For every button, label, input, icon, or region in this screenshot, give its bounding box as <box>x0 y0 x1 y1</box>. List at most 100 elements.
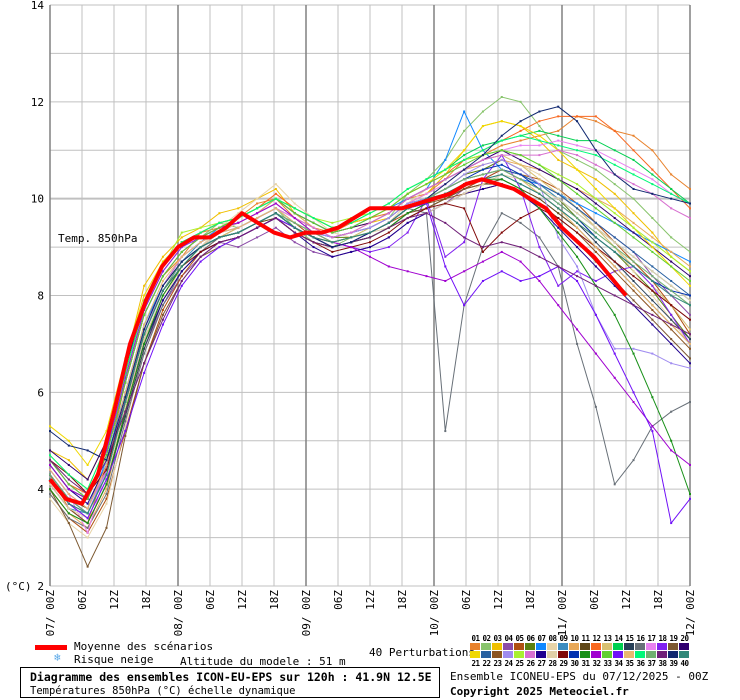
member-point <box>481 250 484 253</box>
member-number: 06 <box>526 634 535 643</box>
member-point <box>538 192 541 195</box>
member-point <box>406 197 409 200</box>
chart-title: Diagramme des ensembles ICON-EU-EPS sur … <box>30 670 432 684</box>
member-point <box>218 246 221 249</box>
member-point <box>519 158 522 161</box>
member-point <box>444 279 447 282</box>
member-point <box>557 197 560 200</box>
member-swatches-top <box>470 643 690 651</box>
member-swatch <box>558 651 568 658</box>
member-point <box>538 255 541 258</box>
member-point <box>557 202 560 205</box>
member-point <box>670 522 673 525</box>
member-point <box>425 187 428 190</box>
member-point <box>406 212 409 215</box>
member-point <box>538 183 541 186</box>
member-point <box>632 284 635 287</box>
member-point <box>557 144 560 147</box>
member-point <box>670 289 673 292</box>
member-point <box>651 236 654 239</box>
member-point <box>594 168 597 171</box>
member-point <box>124 434 127 437</box>
member-number: 21 <box>471 659 480 668</box>
member-point <box>463 129 466 132</box>
member-point <box>594 212 597 215</box>
x-axis: 07/ 00Z 06Z 12Z 18Z 08/ 00Z 06Z 12Z 18Z 09/ 00Z 0… <box>44 590 697 637</box>
member-point <box>425 207 428 210</box>
member-point <box>425 192 428 195</box>
member-point <box>463 207 466 210</box>
member-point <box>425 197 428 200</box>
member-point <box>500 134 503 137</box>
member-point <box>651 323 654 326</box>
member-number: 23 <box>493 659 502 668</box>
member-point <box>670 250 673 253</box>
member-point <box>538 187 541 190</box>
member-point <box>67 444 70 447</box>
member-point <box>256 217 259 220</box>
member-point <box>651 284 654 287</box>
member-point <box>500 250 503 253</box>
ensemble-chart: 2 4 6 8 10 12 14 07/ 00Z 06Z 12Z 18Z 08/ 00Z 06Z 12Z… <box>5 0 697 637</box>
member-swatch <box>668 651 678 658</box>
member-point <box>519 134 522 137</box>
member-point <box>406 231 409 234</box>
member-point <box>463 110 466 113</box>
member-point <box>689 294 691 297</box>
member-point <box>670 342 673 345</box>
member-point <box>67 473 70 476</box>
member-swatch <box>635 651 645 658</box>
member-point <box>594 207 597 210</box>
member-point <box>670 313 673 316</box>
member-point <box>124 376 127 379</box>
member-swatch <box>470 643 480 650</box>
member-point <box>237 221 240 224</box>
member-point <box>670 207 673 210</box>
member-point <box>67 517 70 520</box>
x-tick-label: 06Z <box>332 590 345 610</box>
member-point <box>369 236 371 239</box>
member-point <box>538 279 541 282</box>
member-point <box>576 212 579 215</box>
member-point <box>49 463 51 466</box>
member-point <box>519 260 522 263</box>
member-swatch <box>569 643 579 650</box>
member-number: 31 <box>581 659 590 668</box>
member-point <box>425 202 428 205</box>
member-point <box>557 129 560 132</box>
member-point <box>651 396 654 399</box>
member-point <box>293 231 296 234</box>
member-point <box>481 168 484 171</box>
member-point <box>651 246 654 249</box>
member-point <box>632 231 635 234</box>
member-point <box>670 294 673 297</box>
member-point <box>143 342 146 345</box>
member-point <box>49 493 51 496</box>
member-point <box>689 313 691 316</box>
member-point <box>689 260 691 263</box>
member-point <box>557 236 560 239</box>
member-swatch <box>635 643 645 650</box>
member-point <box>105 526 108 529</box>
member-point <box>406 217 409 220</box>
mean-legend-label: Moyenne des scénarios <box>74 640 214 653</box>
member-point <box>161 304 164 307</box>
member-point <box>86 565 89 568</box>
member-point <box>613 270 616 273</box>
member-point <box>256 236 259 239</box>
member-number: 26 <box>526 659 535 668</box>
member-point <box>576 221 579 224</box>
member-swatch <box>558 643 568 650</box>
member-point <box>49 459 51 462</box>
member-point <box>86 531 89 534</box>
member-point <box>557 304 560 307</box>
member-point <box>576 139 579 142</box>
member-point <box>256 202 259 205</box>
member-point <box>67 463 70 466</box>
member-swatch <box>580 643 590 650</box>
member-point <box>670 284 673 287</box>
member-point <box>369 246 371 249</box>
member-point <box>350 246 353 249</box>
member-point <box>218 226 221 229</box>
member-point <box>557 284 560 287</box>
